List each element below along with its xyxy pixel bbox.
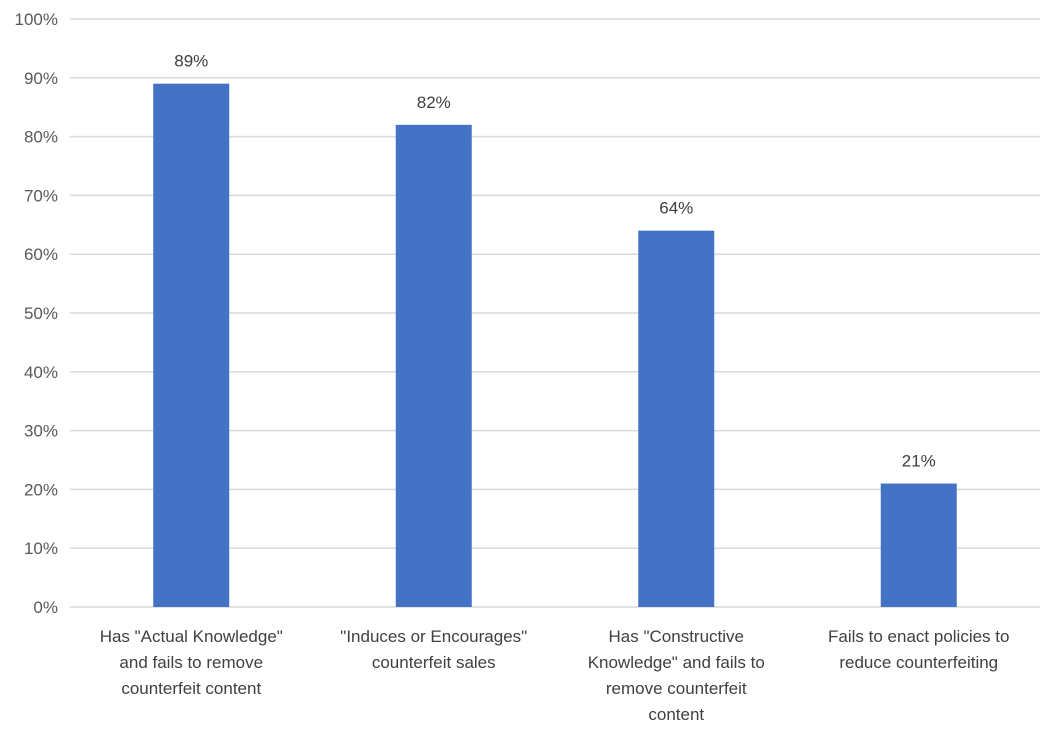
y-tick-label-10: 10% bbox=[24, 539, 58, 558]
category-label-1-line-1: Has "Actual Knowledge" bbox=[100, 627, 283, 646]
y-tick-label-50: 50% bbox=[24, 304, 58, 323]
category-label-1-line-2: and fails to remove bbox=[119, 653, 263, 672]
y-tick-label-30: 30% bbox=[24, 422, 58, 441]
data-label-1: 89% bbox=[174, 52, 208, 71]
bar-3 bbox=[638, 230, 715, 607]
bar-2 bbox=[395, 124, 472, 607]
y-tick-label-0: 0% bbox=[33, 598, 58, 617]
y-tick-label-40: 40% bbox=[24, 363, 58, 382]
x-axis-category-labels: Has "Actual Knowledge" and fails to remov… bbox=[100, 627, 1010, 724]
data-label-3: 64% bbox=[659, 199, 693, 218]
category-label-1: Has "Actual Knowledge" and fails to remov… bbox=[100, 627, 283, 698]
y-tick-label-100: 100% bbox=[15, 10, 58, 29]
category-label-3-line-2: Knowledge" and fails to bbox=[588, 653, 765, 672]
category-label-4: Fails to enact policies to reduce counter… bbox=[828, 627, 1009, 672]
bar-1 bbox=[153, 83, 230, 608]
y-axis-tick-labels: 0% 10% 20% 30% 40% 50% 60% 70% 80% 90% 100% bbox=[15, 10, 58, 617]
bar-4 bbox=[880, 483, 957, 607]
y-tick-label-90: 90% bbox=[24, 69, 58, 88]
category-label-1-line-3: counterfeit content bbox=[121, 679, 261, 698]
y-tick-label-20: 20% bbox=[24, 480, 58, 499]
data-labels: 89% 82% 64% 21% bbox=[174, 52, 936, 471]
gridlines bbox=[70, 18, 1040, 608]
y-tick-label-60: 60% bbox=[24, 245, 58, 264]
y-tick-label-80: 80% bbox=[24, 128, 58, 147]
category-label-3-line-4: content bbox=[648, 705, 704, 724]
category-label-3: Has "Constructive Knowledge" and fails to… bbox=[588, 627, 765, 724]
category-label-2: "Induces or Encourages" counterfeit sales bbox=[340, 627, 527, 672]
data-label-4: 21% bbox=[902, 452, 936, 471]
category-label-4-line-2: reduce counterfeiting bbox=[839, 653, 998, 672]
category-label-4-line-1: Fails to enact policies to bbox=[828, 627, 1009, 646]
category-label-3-line-1: Has "Constructive bbox=[609, 627, 744, 646]
y-tick-label-70: 70% bbox=[24, 186, 58, 205]
bars bbox=[153, 83, 957, 608]
category-label-3-line-3: remove counterfeit bbox=[606, 679, 747, 698]
data-label-2: 82% bbox=[417, 93, 451, 112]
category-label-2-line-2: counterfeit sales bbox=[372, 653, 496, 672]
category-label-2-line-1: "Induces or Encourages" bbox=[340, 627, 527, 646]
